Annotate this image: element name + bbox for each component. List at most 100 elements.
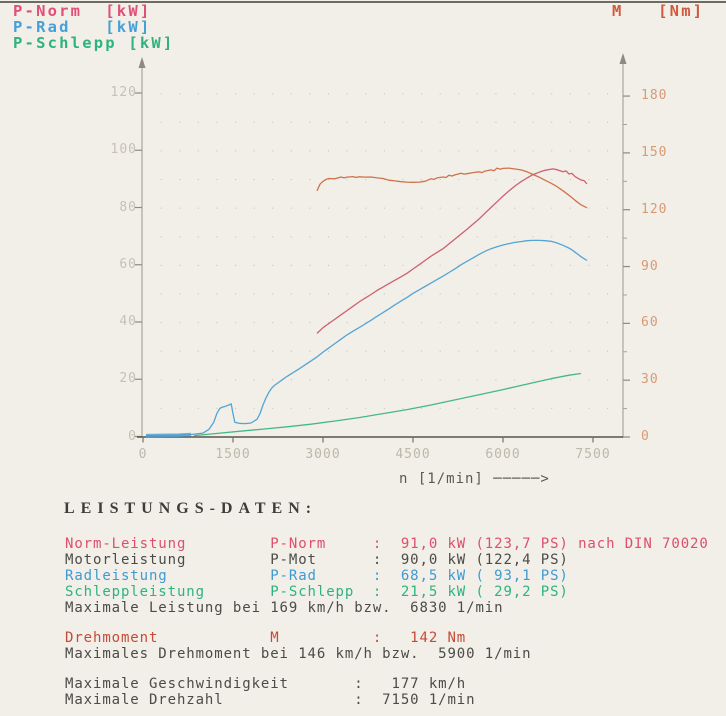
x-tick-label: 3000 [305,447,341,462]
grid-dot [476,236,478,238]
grid-dot [569,293,571,295]
grid-dot [458,93,460,95]
grid-dot [476,379,478,381]
grid-dot [179,322,181,324]
grid-dot [402,264,404,266]
grid-dot [588,179,590,181]
grid-dot [253,207,255,209]
grid-dot [495,293,497,295]
grid-dot [402,379,404,381]
grid-dot [495,121,497,123]
grid-dot [346,350,348,352]
grid-dot [402,350,404,352]
grid-dot [607,293,609,295]
grid-dot [346,264,348,266]
datasheet-line-max-drehmoment: Maximales Drehmoment bei 146 km/h bzw. 5… [65,646,532,662]
grid-dot [514,322,516,324]
grid-dot [365,93,367,95]
grid-dot [253,150,255,152]
grid-dot [439,207,441,209]
grid-dot [328,350,330,352]
grid-dot [253,407,255,409]
grid-dot [439,350,441,352]
grid-dot [532,207,534,209]
grid-dot [216,350,218,352]
grid-dot [309,293,311,295]
y-right-axis-arrow-icon [619,53,627,64]
grid-dot [607,407,609,409]
grid-dot [160,121,162,123]
grid-dot [588,236,590,238]
grid-dot [514,207,516,209]
grid-dot [272,179,274,181]
y-left-tick-label: 40 [119,314,137,329]
grid-dot [160,322,162,324]
legend-item-p-norm: P-Norm [kW] [13,2,152,20]
grid-dot [328,207,330,209]
grid-dot [607,207,609,209]
grid-dot [365,121,367,123]
grid-dot [476,207,478,209]
grid-dot [458,322,460,324]
grid-dot [309,322,311,324]
grid-dot [346,121,348,123]
grid-dot [365,236,367,238]
legend-item-torque: M [Nm] [612,2,705,20]
datasheet-line-max-geschwindigkeit: Maximale Geschwindigkeit : 177 km/h [65,676,467,692]
grid-dot [439,121,441,123]
grid-dot [514,93,516,95]
grid-dot [476,293,478,295]
y-right-tick-label: 90 [641,258,659,274]
grid-dot [421,264,423,266]
grid-dot [365,264,367,266]
grid-dot [476,264,478,266]
x-tick-label: 0 [138,447,148,462]
grid-dot [309,407,311,409]
grid-dot [197,236,199,238]
grid-dot [532,150,534,152]
grid-dot [216,93,218,95]
grid-dot [439,150,441,152]
grid-dot [514,236,516,238]
grid-dot [439,379,441,381]
grid-dot [160,379,162,381]
grid-dot [551,293,553,295]
grid-dot [179,264,181,266]
grid-dot [588,293,590,295]
grid-dot [253,179,255,181]
grid-dot [588,150,590,152]
grid-dot [551,150,553,152]
grid-dot [179,293,181,295]
grid-dot [272,293,274,295]
grid-dot [253,264,255,266]
y-left-tick-label: 20 [119,371,137,387]
grid-dot [160,207,162,209]
grid-dot [458,379,460,381]
x-axis-label: n [1/min] ─────> [399,471,550,487]
grid-dot [179,93,181,95]
grid-dot [179,179,181,181]
grid-dot [197,207,199,209]
grid-dot [309,379,311,381]
grid-dot [179,207,181,209]
grid-dot [569,350,571,352]
grid-dot [290,407,292,409]
grid-dot [197,379,199,381]
grid-dot [309,93,311,95]
grid-dot [253,293,255,295]
grid-dot [309,236,311,238]
datasheet-line-motorleistung: Motorleistung P-Mot : 90,0 kW (122,4 PS) [65,552,569,568]
grid-dot [402,207,404,209]
grid-dot [216,207,218,209]
grid-dot [532,379,534,381]
grid-dot [216,293,218,295]
grid-dot [551,236,553,238]
grid-dot [607,179,609,181]
grid-dot [476,322,478,324]
grid-dot [160,264,162,266]
grid-dot [290,236,292,238]
grid-dot [383,150,385,152]
grid-dot [495,93,497,95]
grid-dot [235,93,237,95]
